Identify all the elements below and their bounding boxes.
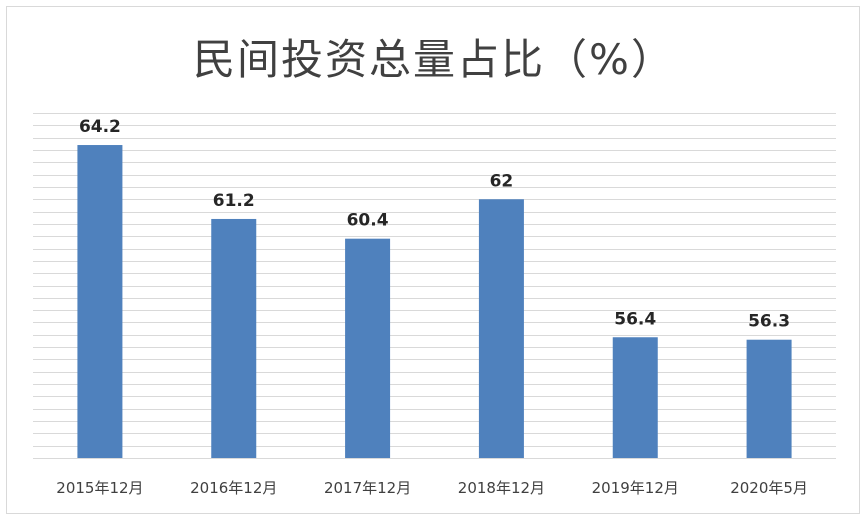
data-label-5: 56.3 [748, 312, 790, 332]
data-label-1: 61.2 [213, 191, 255, 211]
data-label-2: 60.4 [347, 211, 389, 231]
x-tick-labels: 2015年12月 2016年12月 2017年12月 2018年12月 2019年12月… [56, 479, 808, 497]
bar-0 [77, 145, 123, 459]
chart-frame [6, 6, 860, 514]
data-label-4: 56.4 [614, 309, 656, 329]
x-tick-label-2: 2017年12月 [324, 479, 411, 497]
data-labels: 64.2 61.2 60.4 62 56.4 56.3 [79, 117, 790, 332]
x-tick-label-1: 2016年12月 [190, 479, 277, 497]
bar-3 [478, 199, 524, 458]
bars [77, 145, 792, 459]
bar-4 [612, 337, 658, 458]
data-label-3: 62 [490, 171, 514, 191]
gridlines [33, 113, 836, 459]
bar-5 [746, 339, 792, 458]
chart-title: 民间投资总量占比（%） [193, 35, 675, 84]
x-tick-label-0: 2015年12月 [56, 479, 143, 497]
bar-1 [211, 218, 257, 458]
data-label-0: 64.2 [79, 117, 121, 137]
bar-2 [345, 238, 391, 458]
x-tick-label-3: 2018年12月 [458, 479, 545, 497]
x-tick-label-4: 2019年12月 [592, 479, 679, 497]
x-tick-label-5: 2020年5月 [730, 479, 808, 497]
